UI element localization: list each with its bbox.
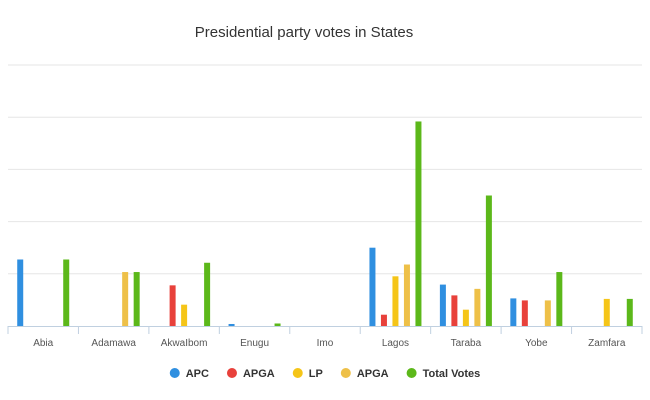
- x-tick-label: Abia: [33, 338, 53, 349]
- bar[interactable]: [204, 262, 211, 326]
- legend-label: APGA: [357, 368, 389, 380]
- bar[interactable]: [17, 259, 24, 326]
- bar[interactable]: [369, 247, 376, 326]
- bar[interactable]: [380, 314, 387, 326]
- x-tick-label: Adamawa: [91, 338, 136, 349]
- grid-lines: [8, 64, 642, 275]
- legend-item[interactable]: LP: [292, 368, 323, 380]
- legend-marker: [292, 368, 303, 378]
- bar[interactable]: [169, 285, 176, 326]
- bar[interactable]: [403, 264, 410, 326]
- bar[interactable]: [415, 121, 422, 327]
- legend-item[interactable]: Total Votes: [406, 368, 481, 380]
- legend-marker: [340, 368, 351, 378]
- x-tick-label: Taraba: [451, 338, 482, 349]
- legend-marker: [226, 368, 237, 378]
- legend-label: APC: [186, 368, 209, 380]
- legend-marker: [406, 368, 417, 378]
- legend[interactable]: APC APGA LP APGA Total Votes: [169, 368, 481, 380]
- bar[interactable]: [63, 259, 70, 326]
- x-tick-label: Imo: [317, 338, 334, 349]
- x-tick-label: AkwaIbom: [161, 338, 208, 349]
- x-tick-label: Enugu: [240, 338, 269, 349]
- chart-title: Presidential party votes in States: [195, 24, 413, 41]
- bar[interactable]: [133, 272, 140, 326]
- legend-item[interactable]: APC: [169, 368, 209, 380]
- bars: [17, 121, 633, 327]
- bar[interactable]: [474, 288, 481, 326]
- x-tick-label: Yobe: [525, 338, 548, 349]
- x-tick-label: Lagos: [382, 338, 409, 349]
- bar[interactable]: [556, 272, 563, 326]
- legend-label: APGA: [243, 368, 275, 380]
- legend-item[interactable]: APGA: [226, 368, 275, 380]
- x-axis: Abia Adamawa AkwaIbom Enugu Imo Lagos Taraba Yo…: [7, 326, 643, 349]
- legend-label: Total Votes: [423, 368, 481, 380]
- bar[interactable]: [510, 298, 517, 326]
- bar[interactable]: [451, 295, 458, 326]
- bar[interactable]: [122, 272, 129, 326]
- bar[interactable]: [521, 300, 528, 326]
- bar[interactable]: [392, 276, 399, 326]
- bar[interactable]: [462, 309, 469, 326]
- legend-marker: [169, 368, 180, 378]
- bar[interactable]: [603, 298, 610, 326]
- x-tick-label: Zamfara: [588, 338, 626, 349]
- bar[interactable]: [274, 323, 281, 326]
- bar[interactable]: [485, 195, 492, 327]
- bar[interactable]: [181, 304, 188, 326]
- bar[interactable]: [439, 284, 446, 326]
- legend-item[interactable]: APGA: [340, 368, 389, 380]
- bar[interactable]: [626, 298, 633, 326]
- legend-label: LP: [309, 368, 323, 380]
- bar[interactable]: [228, 323, 235, 326]
- bar[interactable]: [544, 300, 551, 326]
